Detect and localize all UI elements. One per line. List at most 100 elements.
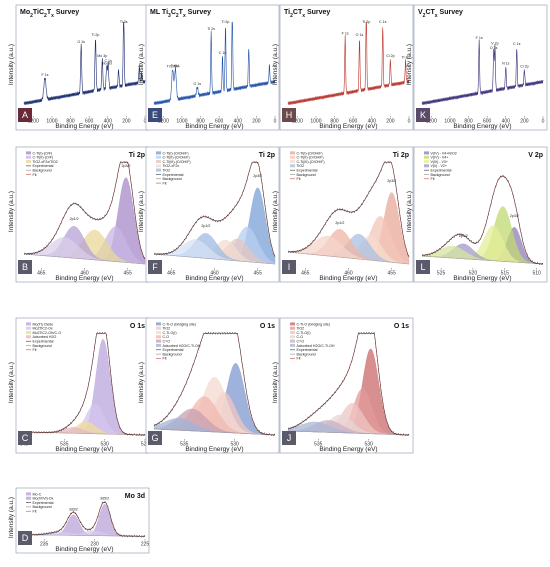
legend-label: C-Ti-O(I) (163, 331, 177, 335)
x-tick-label: 225 (141, 542, 150, 548)
x-tick-label: 800 (196, 119, 205, 125)
legend-swatch (26, 331, 31, 334)
legend-label: C-Ti(III)-(O/OH/F) (297, 160, 325, 164)
panel-title: O 1s (394, 323, 409, 330)
x-tick-label: 515 (501, 271, 510, 277)
x-tick-label: 465 (301, 271, 310, 277)
x-tick-label: 400 (502, 119, 511, 125)
peak-annotation: Cl 2p (386, 54, 394, 58)
panel-badge (282, 260, 296, 274)
legend-label: C-Ti(II)-(O/OH/F) (163, 156, 190, 160)
y-axis-label: Intensity (a.u.) (138, 362, 145, 403)
x-axis-label: Binding Energy (eV) (55, 123, 113, 130)
x-tick-label: 455 (388, 271, 397, 277)
x-tick-label: 1200 (426, 119, 437, 125)
peak-annotation: C 1s (104, 59, 112, 63)
panel-badge-letter: E (152, 110, 158, 120)
panel-title: Ti 2p (129, 152, 145, 159)
x-tick-label: 800 (330, 119, 339, 125)
legend: C-Ti(I)-(O/OH/F)C-Ti(II)-(O/OH/F)C-Ti(II… (156, 151, 191, 185)
legend-label: Background (431, 173, 450, 177)
peak-annotation: O 1s (77, 40, 85, 44)
panel-H: 1200 1000 800 600 400 200 0 Binding Energy (eV)… (272, 4, 414, 131)
legend-label: Background (33, 169, 52, 173)
legend-label: Adsorbed H2O (33, 335, 57, 339)
x-axis-label: Binding Energy (eV) (55, 546, 113, 553)
panel-badge (18, 108, 32, 122)
panel-D: 235 230 225 Binding Energy (eV) Intensity (a… (8, 487, 150, 554)
background-line (23, 253, 146, 265)
x-axis-label: Binding Energy (eV) (319, 446, 377, 453)
x-axis-label: Binding Energy (eV) (185, 123, 243, 130)
legend-label: Background (33, 505, 52, 509)
legend-swatch (156, 335, 161, 339)
peak-label: 2p3/2 (387, 179, 396, 183)
legend-label: TiO2 (163, 169, 171, 173)
peak-annotation: F 1s (41, 73, 48, 77)
legend-label: C-Ti(II)-(O/F) (33, 156, 54, 160)
legend-swatch (26, 326, 31, 330)
peak-annotation: Cl 2p (520, 64, 528, 68)
legend-swatch (290, 343, 295, 347)
legend-label: C-Ti(I)-(O/F) (33, 151, 53, 155)
experimental-line (23, 500, 146, 539)
x-tick-label: 465 (37, 271, 46, 277)
legend-label: Fit (163, 357, 167, 361)
legend-label: TiO2-xF2x (163, 164, 180, 168)
peak-annotation: F 1s (476, 36, 483, 40)
x-tick-label: 0 (408, 119, 411, 125)
legend-label: Mo2TiC2-Ox (33, 327, 53, 331)
legend: C-Ti-O (bridging site)TiO2C-Ti-O(I)C-OC=… (290, 322, 335, 361)
peak-annotation: C 1s (379, 20, 387, 24)
legend-label: C-O (297, 335, 304, 339)
legend-swatch (26, 492, 31, 496)
y-axis-label: Intensity (a.u.) (406, 191, 413, 232)
legend-label: Fit (33, 510, 37, 514)
x-tick-label: 455 (124, 271, 133, 277)
legend: C-Ti(I)-(O/F)C-Ti(II)-(O/F)TiO2-xF2x/TiO… (26, 151, 58, 177)
peak-label: 2p3/2 (121, 164, 130, 168)
panel-badge-letter: D (22, 533, 29, 543)
legend-label: Experimental (33, 340, 54, 344)
x-tick-label: 200 (122, 119, 131, 125)
experimental-line (421, 174, 544, 266)
panel-frame (15, 4, 150, 131)
panel-badge-letter: G (151, 433, 158, 443)
panel-title: V 2p (528, 152, 543, 159)
legend-swatch (26, 151, 31, 155)
panel-title: O 1s (260, 323, 275, 330)
panel-badge (18, 260, 32, 274)
x-tick-label: 1000 (310, 119, 321, 125)
x-tick-label: 1000 (176, 119, 187, 125)
peak-label: 2p3/2 (253, 174, 262, 178)
panel-title: Mo 3d (125, 493, 145, 500)
legend-swatch (26, 335, 31, 339)
legend-label: TiO2 (163, 327, 171, 331)
legend-label: C-Ti-O(I) (297, 331, 311, 335)
y-axis-label: Intensity (a.u.) (138, 191, 145, 232)
legend-swatch (290, 155, 295, 159)
x-axis-label: Binding Energy (eV) (185, 446, 243, 453)
peak-annotation: Ti 2p (362, 20, 370, 24)
panel-title: Ti2CTx Survey (284, 9, 330, 19)
legend-label: Experimental (163, 348, 184, 352)
x-tick-label: 0 (542, 119, 545, 125)
x-axis-label: Binding Energy (eV) (453, 123, 511, 130)
peak-annotation: F KLL (171, 64, 181, 68)
legend-swatch (156, 164, 161, 168)
x-tick-label: 400 (368, 119, 377, 125)
legend-swatch (290, 151, 295, 155)
panel-title: Ti 2p (259, 152, 275, 159)
panel-frame (15, 487, 150, 554)
legend-label: Mo(IV/VI)-Ox (33, 497, 54, 501)
legend-label: C-Ti(I)-(O/OH/F) (297, 151, 323, 155)
panel-title: Ti 2p (393, 152, 409, 159)
panel-frame (145, 4, 280, 131)
legend-label: Fit (431, 177, 435, 181)
panel-F: 465 460 455 Binding Energy (eV) Intensity (a… (138, 146, 280, 283)
panel-I: 465 460 455 Binding Energy (eV) Intensity (a… (272, 146, 414, 283)
survey-line (23, 21, 146, 106)
y-axis-label: Intensity (a.u.) (8, 497, 15, 538)
panel-badge (148, 431, 162, 445)
